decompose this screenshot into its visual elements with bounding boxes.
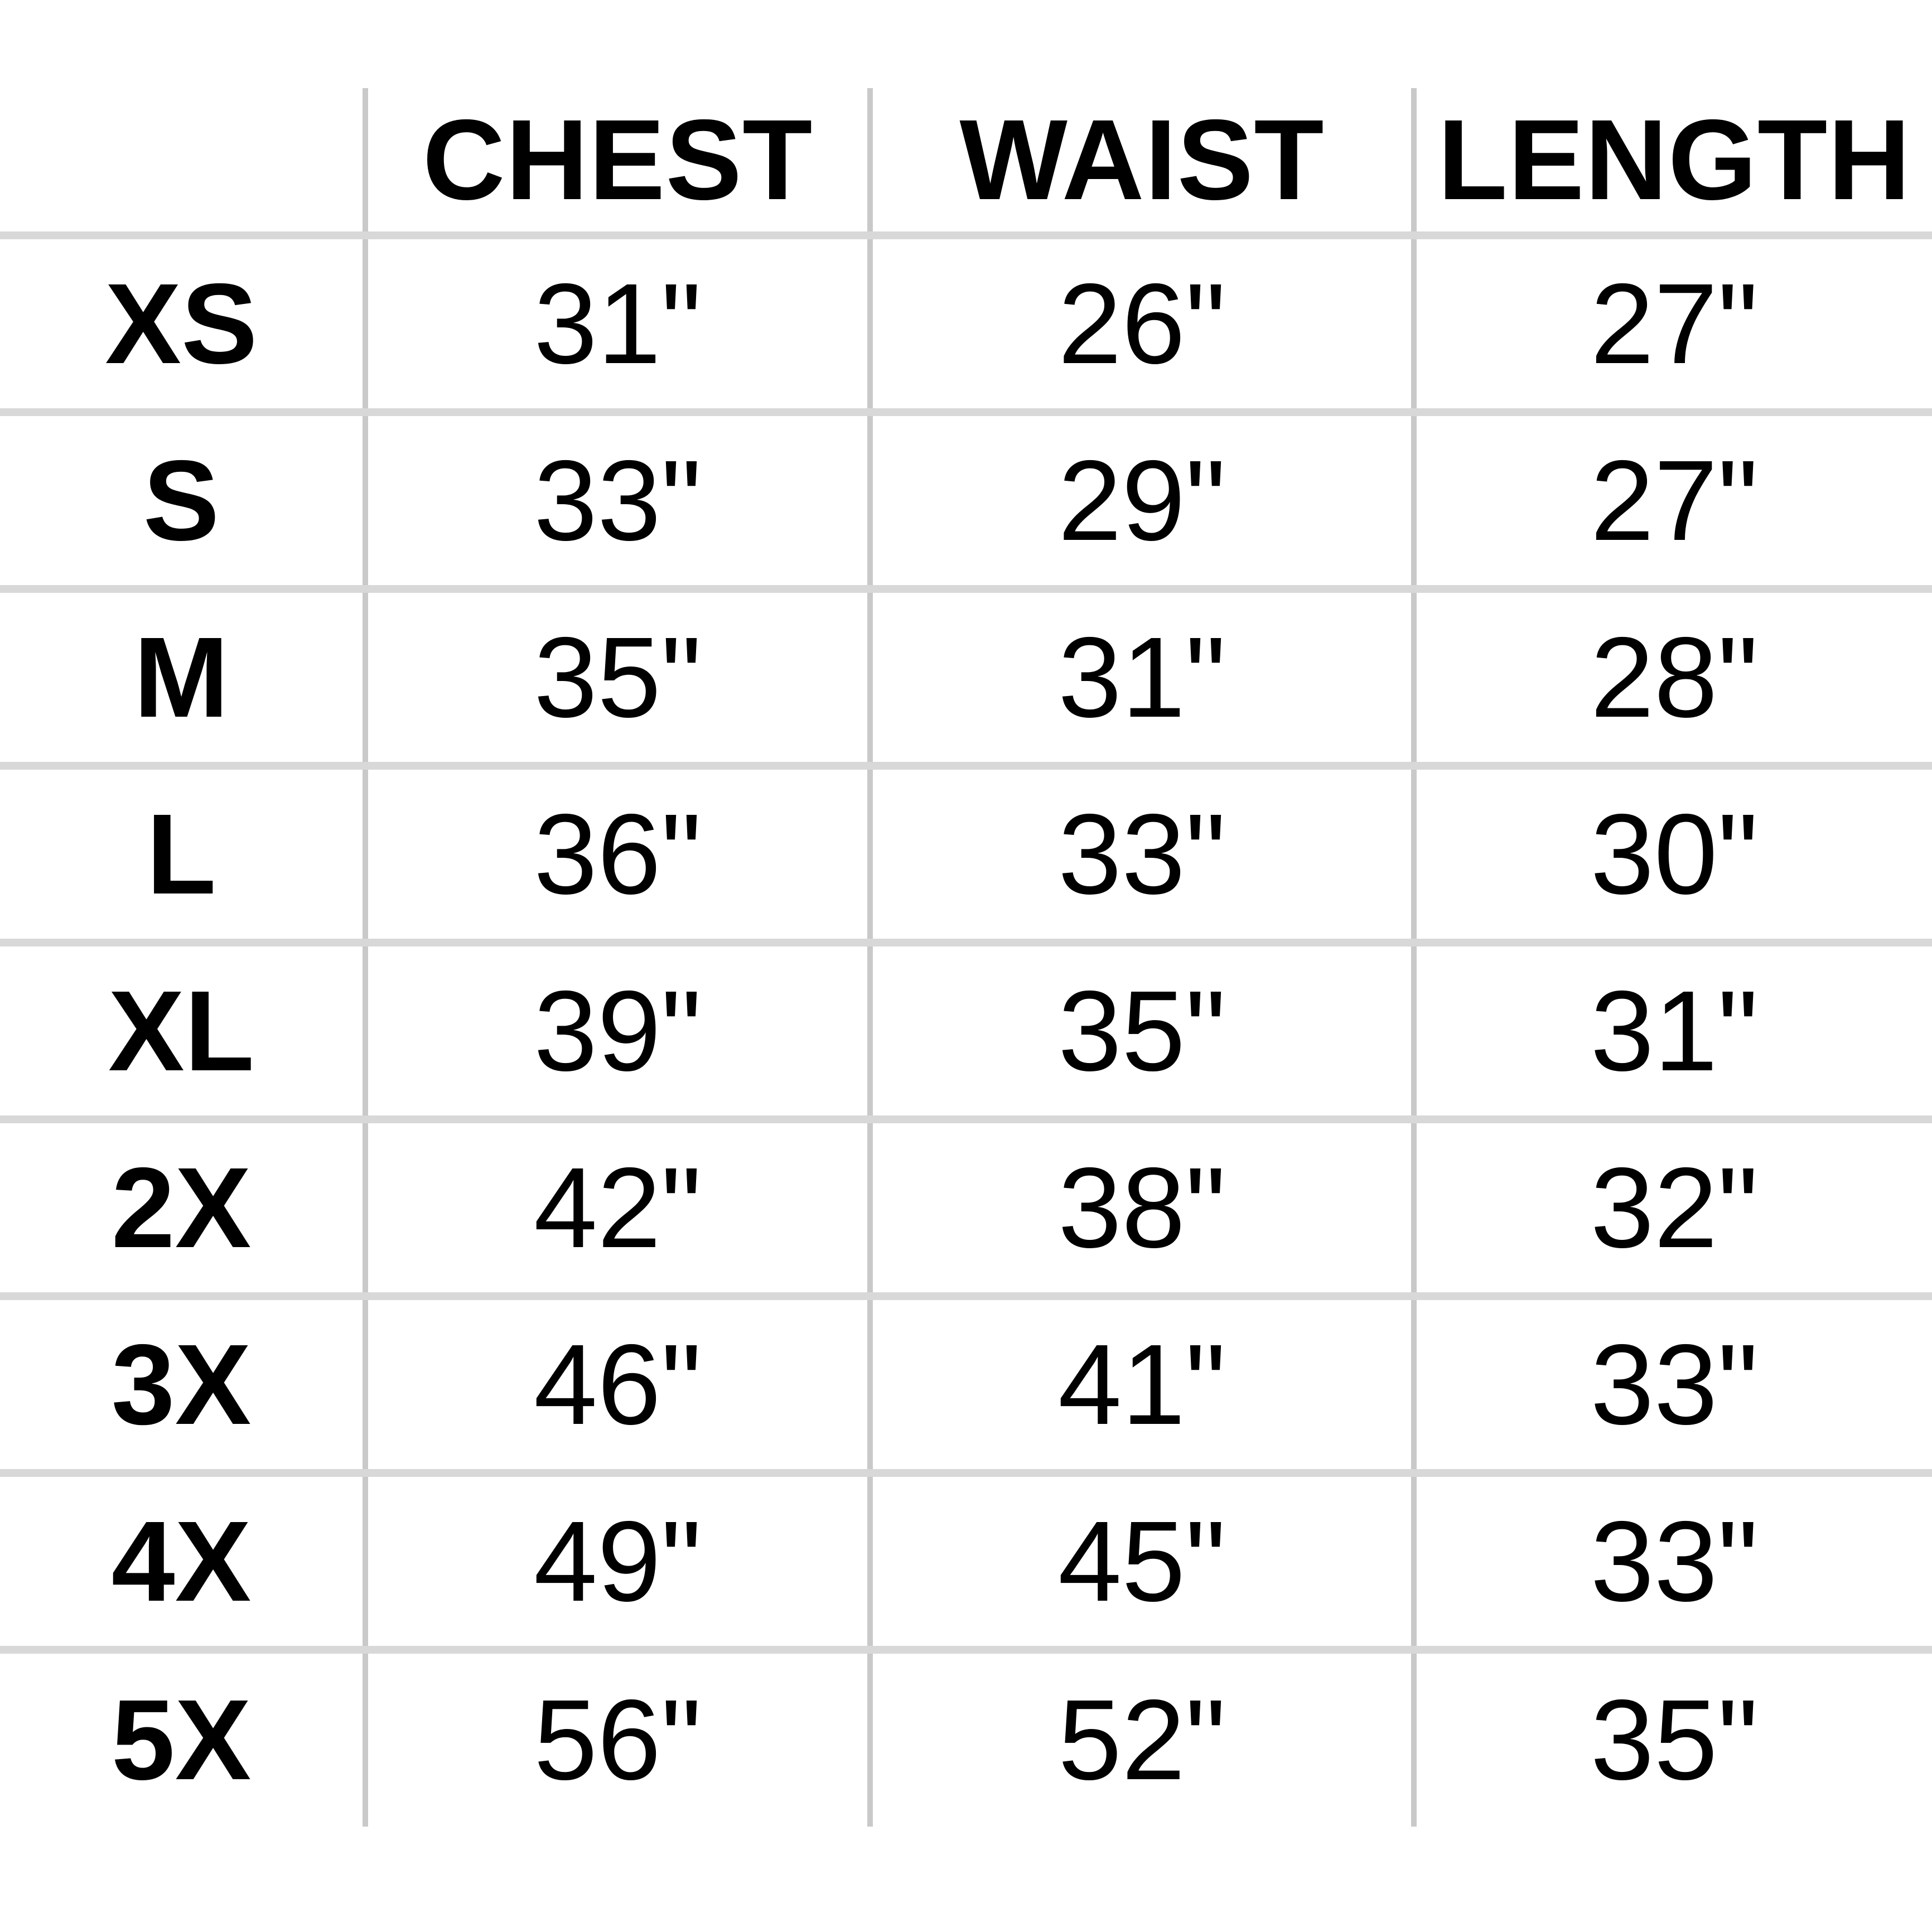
col-header-length: LENGTH: [1411, 88, 1932, 235]
length-value: 27": [1411, 231, 1932, 412]
length-value: 33": [1411, 1292, 1932, 1473]
length-value: 32": [1411, 1115, 1932, 1296]
table-row-2x: 2X 42" 38" 32": [0, 1115, 1932, 1296]
table-row-4x: 4X 49" 45" 33": [0, 1469, 1932, 1650]
length-value: 31": [1411, 939, 1932, 1119]
table-row-m: M 35" 31" 28": [0, 585, 1932, 766]
col-header-waist: WAIST: [867, 88, 1414, 235]
size-label: S: [0, 408, 365, 589]
waist-value: 52": [867, 1646, 1414, 1827]
length-value: 35": [1411, 1646, 1932, 1827]
waist-value: 38": [867, 1115, 1414, 1296]
length-value: 33": [1411, 1469, 1932, 1650]
waist-value: 45": [867, 1469, 1414, 1650]
size-label: 3X: [0, 1292, 365, 1473]
waist-value: 31": [867, 585, 1414, 766]
size-chart-table: CHEST WAIST LENGTH XS 31" 26" 27" S 33" …: [0, 88, 1932, 1827]
table-row-xl: XL 39" 35" 31": [0, 939, 1932, 1119]
chest-value: 49": [363, 1469, 870, 1650]
size-label: L: [0, 762, 365, 943]
chest-value: 33": [363, 408, 870, 589]
table-row-5x: 5X 56" 52" 35": [0, 1646, 1932, 1827]
size-label: 4X: [0, 1469, 365, 1650]
table-row-3x: 3X 46" 41" 33": [0, 1292, 1932, 1473]
length-value: 27": [1411, 408, 1932, 589]
waist-value: 35": [867, 939, 1414, 1119]
chest-value: 56": [363, 1646, 870, 1827]
waist-value: 26": [867, 231, 1414, 412]
chest-value: 46": [363, 1292, 870, 1473]
waist-value: 29": [867, 408, 1414, 589]
chest-value: 42": [363, 1115, 870, 1296]
size-label: XS: [0, 231, 365, 412]
size-label: 5X: [0, 1646, 365, 1827]
size-label: 2X: [0, 1115, 365, 1296]
chest-value: 36": [363, 762, 870, 943]
table-row-l: L 36" 33" 30": [0, 762, 1932, 943]
length-value: 30": [1411, 762, 1932, 943]
table-row-s: S 33" 29" 27": [0, 408, 1932, 589]
size-label: XL: [0, 939, 365, 1119]
header-row: CHEST WAIST LENGTH: [0, 88, 1932, 235]
corner-cell: [0, 88, 365, 235]
waist-value: 41": [867, 1292, 1414, 1473]
col-header-chest: CHEST: [363, 88, 870, 235]
waist-value: 33": [867, 762, 1414, 943]
table-row-xs: XS 31" 26" 27": [0, 231, 1932, 412]
chest-value: 35": [363, 585, 870, 766]
length-value: 28": [1411, 585, 1932, 766]
size-label: M: [0, 585, 365, 766]
chest-value: 31": [363, 231, 870, 412]
chest-value: 39": [363, 939, 870, 1119]
